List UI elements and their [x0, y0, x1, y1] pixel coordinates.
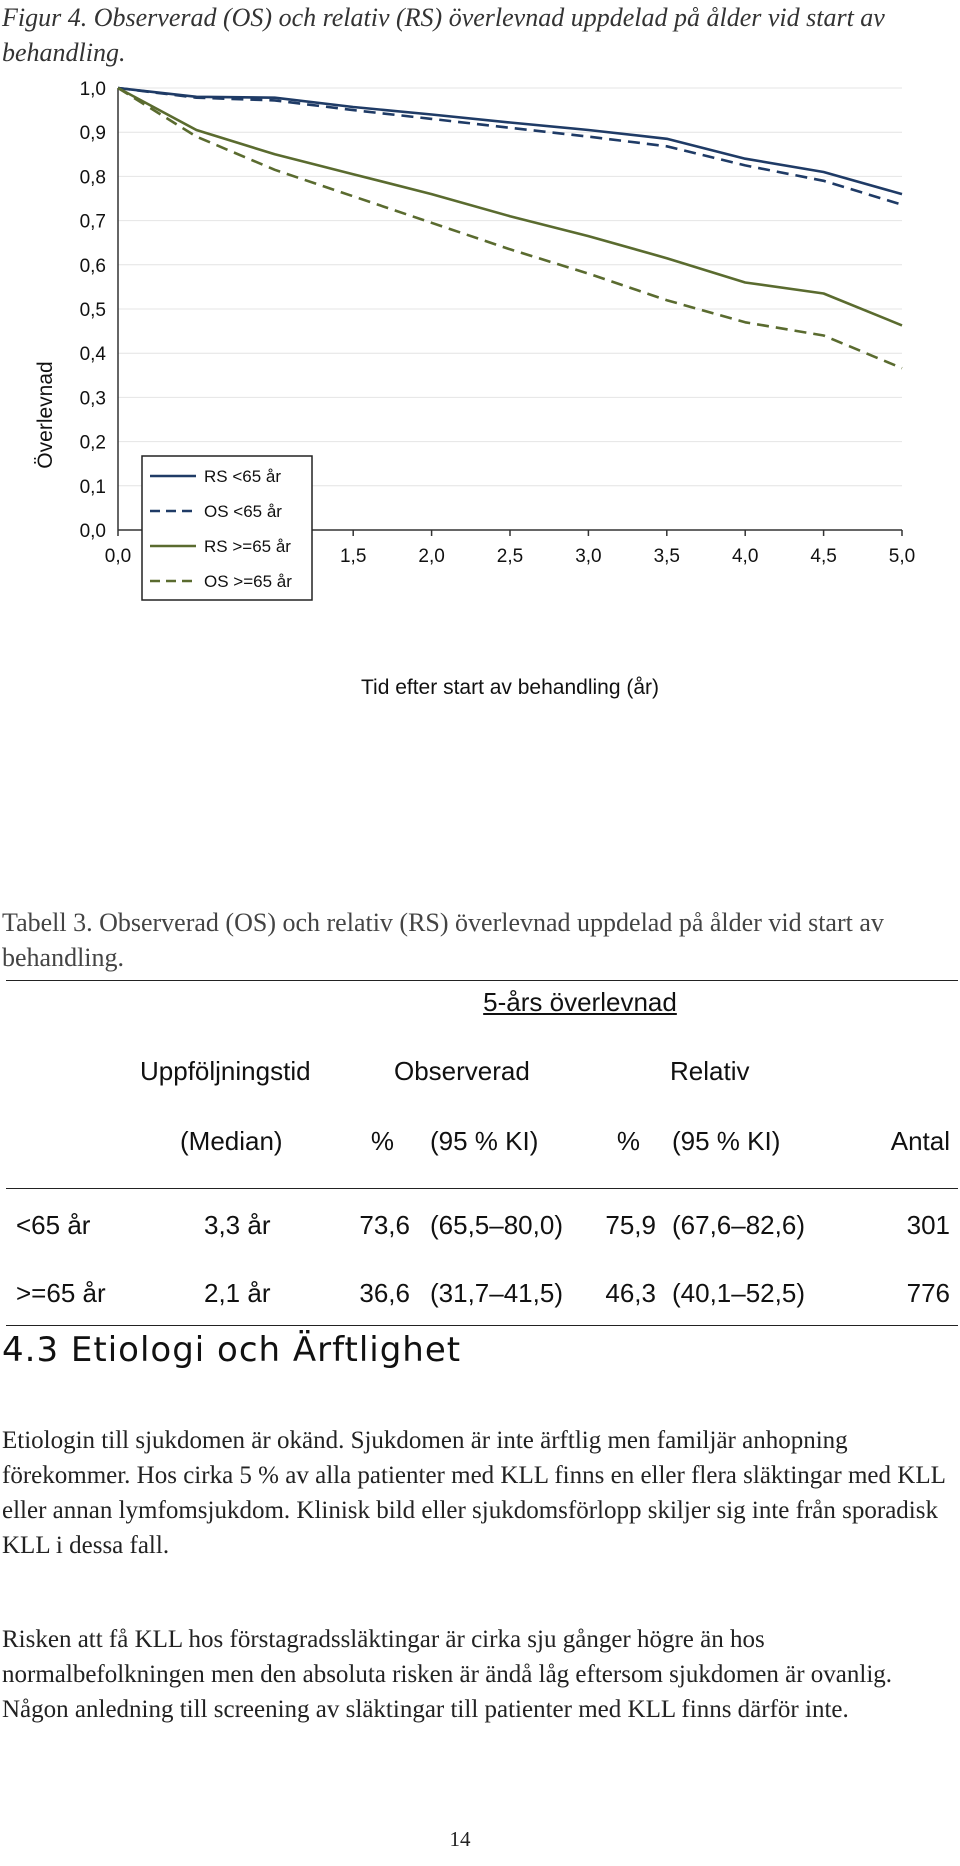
x-tick-label: 2,0	[418, 546, 444, 567]
y-tick-label: 0,3	[80, 388, 106, 409]
legend-label-1: RS <65 år	[204, 467, 281, 486]
legend-box	[141, 455, 313, 601]
y-tick-label: 1,0	[80, 80, 106, 100]
table-header-rule	[6, 1188, 958, 1189]
row2-rs-ci: (40,1–52,5)	[672, 1278, 805, 1308]
series-line-3	[117, 86, 903, 327]
page-number: 14	[449, 1827, 471, 1851]
survival-chart: 0,00,10,20,30,40,50,60,70,80,91,00,00,51…	[24, 80, 924, 720]
table-caption: Tabell 3. Observerad (OS) och relativ (R…	[2, 908, 884, 972]
y-tick-label: 0,5	[80, 300, 106, 321]
row2-median: 2,1 år	[204, 1278, 271, 1308]
row1-rs-pct: 75,9	[605, 1210, 656, 1240]
row2-group: >=65 år	[16, 1278, 106, 1308]
y-tick-label: 0,8	[80, 167, 106, 188]
table-top-rule	[6, 980, 958, 981]
row2-os-ci: (31,7–41,5)	[430, 1278, 563, 1308]
x-tick-label: 4,0	[732, 546, 758, 567]
section-heading: 4.3 Etiologi och Ärftlighet	[2, 1330, 462, 1370]
row1-os-ci: (65,5–80,0)	[430, 1210, 563, 1240]
x-tick-label: 2,5	[497, 546, 523, 567]
x-tick-label: 0,0	[105, 546, 131, 567]
x-tick-label: 1,5	[340, 546, 366, 567]
header-observed: Observerad	[394, 1056, 530, 1086]
paragraph-risk: Risken att få KLL hos förstagradssläktin…	[2, 1626, 893, 1723]
x-tick-label: 5,0	[889, 546, 915, 567]
header-pct-relative: %	[616, 1126, 640, 1156]
header-ci-observed: (95 % KI)	[430, 1126, 539, 1156]
y-tick-label: 0,2	[80, 433, 106, 454]
legend-label-3: RS >=65 år	[204, 537, 291, 556]
header-count: Antal	[890, 1126, 950, 1156]
y-tick-label: 0,0	[80, 521, 106, 542]
legend-label-2: OS <65 år	[204, 502, 282, 521]
x-axis-label: Tid efter start av behandling (år)	[361, 676, 659, 699]
series-line-4	[117, 86, 903, 370]
row1-os-pct: 73,6	[359, 1210, 410, 1240]
header-relative: Relativ	[670, 1056, 750, 1086]
legend-label-4: OS >=65 år	[204, 572, 292, 591]
row2-rs-pct: 46,3	[605, 1278, 656, 1308]
y-tick-label: 0,1	[80, 477, 106, 498]
header-followup: Uppföljningstid	[140, 1056, 311, 1086]
survival-chart-svg: 0,00,10,20,30,40,50,60,70,80,91,00,00,51…	[34, 80, 915, 699]
row1-median: 3,3 år	[204, 1210, 271, 1240]
y-tick-label: 0,4	[80, 344, 107, 365]
header-ci-relative: (95 % KI)	[672, 1126, 781, 1156]
row1-group: <65 år	[16, 1210, 91, 1240]
x-tick-label: 3,0	[575, 546, 601, 567]
header-median: (Median)	[180, 1126, 283, 1156]
row2-count: 776	[906, 1278, 950, 1308]
table-bottom-rule	[6, 1325, 958, 1326]
row1-rs-ci: (67,6–82,6)	[672, 1210, 805, 1240]
paragraph-etiology: Etiologin till sjukdomen är okänd. Sjukd…	[2, 1427, 945, 1559]
x-tick-label: 4,5	[810, 546, 836, 567]
x-tick-label: 3,5	[654, 546, 680, 567]
header-pct-observed: %	[370, 1126, 394, 1156]
series-line-2	[117, 86, 903, 206]
y-axis-label: Överlevnad	[34, 361, 57, 468]
row2-os-pct: 36,6	[359, 1278, 410, 1308]
y-tick-label: 0,9	[80, 123, 106, 144]
table-group-header: 5-års överlevnad	[483, 987, 677, 1017]
series-line-1	[117, 86, 903, 196]
figure-caption: Figur 4. Observerad (OS) och relativ (RS…	[2, 3, 885, 67]
y-tick-label: 0,6	[80, 256, 106, 277]
y-tick-label: 0,7	[80, 212, 106, 233]
row1-count: 301	[906, 1210, 950, 1240]
